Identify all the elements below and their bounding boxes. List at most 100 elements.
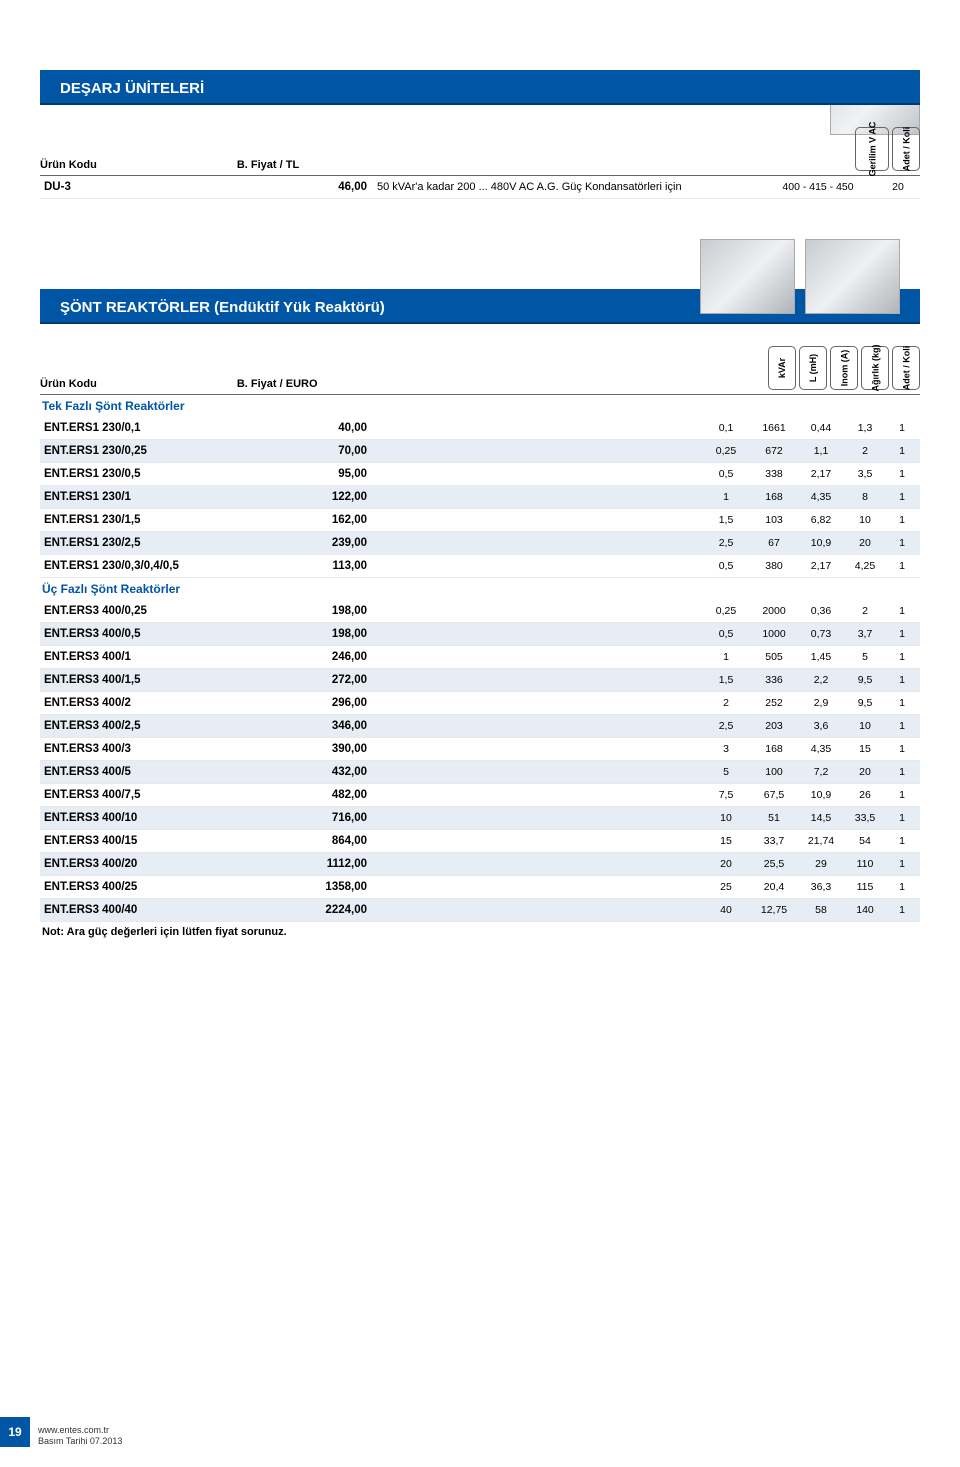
table-row: ENT.ERS1 230/0,3/0,4/0,5113,000,53802,17… (40, 555, 920, 578)
cell-price: 198,00 (267, 605, 377, 617)
table-header-desarj: Ürün Kodu B. Fiyat / TL Gerilim V AC Ade… (40, 105, 920, 176)
cell-adet: 1 (886, 674, 918, 686)
product-images-sont (700, 239, 900, 314)
cell-kvar: 0,25 (702, 605, 750, 617)
cell-kg: 15 (844, 743, 886, 755)
cell-kvar: 2 (702, 697, 750, 709)
cell-adet: 1 (886, 743, 918, 755)
cell-price: 113,00 (267, 560, 377, 572)
cell-adet: 1 (886, 789, 918, 801)
cell-i: 0,36 (798, 605, 844, 617)
table-row: ENT.ERS3 400/251358,002520,436,31151 (40, 876, 920, 899)
cell-price: 346,00 (267, 720, 377, 732)
cell-adet: 1 (886, 605, 918, 617)
cell-code: ENT.ERS3 400/7,5 (42, 789, 267, 801)
cell-kvar: 1 (702, 651, 750, 663)
cell-price: 40,00 (267, 422, 377, 434)
cell-kg: 8 (844, 491, 886, 503)
cell-voltage: 400 - 415 - 450 (758, 181, 878, 193)
cell-i: 14,5 (798, 812, 844, 824)
cell-kvar: 2,5 (702, 720, 750, 732)
cell-l: 103 (750, 514, 798, 526)
cell-l: 1000 (750, 628, 798, 640)
table-row: ENT.ERS3 400/1,5272,001,53362,29,51 (40, 669, 920, 692)
cell-adet: 20 (878, 181, 918, 193)
cell-kg: 5 (844, 651, 886, 663)
cell-l: 336 (750, 674, 798, 686)
cell-adet: 1 (886, 422, 918, 434)
cell-kvar: 1,5 (702, 674, 750, 686)
cell-adet: 1 (886, 720, 918, 732)
cell-adet: 1 (886, 560, 918, 572)
cell-code: ENT.ERS1 230/0,1 (42, 422, 267, 434)
cell-l: 252 (750, 697, 798, 709)
table-row: ENT.ERS1 230/1122,0011684,3581 (40, 486, 920, 509)
cell-code: ENT.ERS3 400/0,25 (42, 605, 267, 617)
cell-code: DU-3 (42, 181, 267, 193)
cell-price: 296,00 (267, 697, 377, 709)
cell-kg: 10 (844, 514, 886, 526)
cell-kg: 4,25 (844, 560, 886, 572)
cell-price: 864,00 (267, 835, 377, 847)
cell-code: ENT.ERS3 400/10 (42, 812, 267, 824)
table-row: ENT.ERS1 230/1,5162,001,51036,82101 (40, 509, 920, 532)
cell-i: 2,17 (798, 560, 844, 572)
cell-kvar: 1,5 (702, 514, 750, 526)
col-fiyat: B. Fiyat / TL (237, 159, 299, 171)
cell-kg: 20 (844, 537, 886, 549)
cell-l: 168 (750, 491, 798, 503)
left-labels: Ürün Kodu B. Fiyat / TL (40, 159, 299, 171)
cell-price: 272,00 (267, 674, 377, 686)
cell-i: 6,82 (798, 514, 844, 526)
cell-l: 20,4 (750, 881, 798, 893)
subsection-uc: Üç Fazlı Şönt Reaktörler (40, 578, 920, 600)
product-image-1 (700, 239, 795, 314)
cell-l: 67,5 (750, 789, 798, 801)
table-row: ENT.ERS3 400/3390,0031684,35151 (40, 738, 920, 761)
table-row: ENT.ERS3 400/0,25198,000,2520000,3621 (40, 600, 920, 623)
cell-kvar: 0,5 (702, 560, 750, 572)
cell-kg: 26 (844, 789, 886, 801)
cell-kvar: 7,5 (702, 789, 750, 801)
cell-adet: 1 (886, 812, 918, 824)
cell-kg: 3,7 (844, 628, 886, 640)
footer-info: www.entes.com.tr Basım Tarihi 07.2013 (38, 1425, 122, 1447)
col-urun-kodu: Ürün Kodu (40, 159, 97, 171)
cell-i: 0,44 (798, 422, 844, 434)
cell-kg: 54 (844, 835, 886, 847)
cell-price: 716,00 (267, 812, 377, 824)
section-title: ŞÖNT REAKTÖRLER (Endüktif Yük Reaktörü) (60, 299, 385, 316)
table-row: ENT.ERS3 400/402224,004012,75581401 (40, 899, 920, 922)
section-header-desarj: DEŞARJ ÜNİTELERİ (40, 70, 920, 105)
cell-price: 122,00 (267, 491, 377, 503)
cell-code: ENT.ERS1 230/0,5 (42, 468, 267, 480)
cell-price: 2224,00 (267, 904, 377, 916)
badge-adet: Adet / Koli (892, 346, 920, 390)
cell-code: ENT.ERS3 400/1,5 (42, 674, 267, 686)
cell-code: ENT.ERS3 400/20 (42, 858, 267, 870)
cell-kg: 3,5 (844, 468, 886, 480)
cell-l: 51 (750, 812, 798, 824)
cell-code: ENT.ERS3 400/3 (42, 743, 267, 755)
cell-price: 239,00 (267, 537, 377, 549)
cell-adet: 1 (886, 514, 918, 526)
table-row: ENT.ERS3 400/2296,0022522,99,51 (40, 692, 920, 715)
cell-code: ENT.ERS3 400/1 (42, 651, 267, 663)
cell-i: 21,74 (798, 835, 844, 847)
cell-adet: 1 (886, 835, 918, 847)
page-number: 19 (0, 1417, 30, 1447)
cell-kvar: 10 (702, 812, 750, 824)
cell-kg: 10 (844, 720, 886, 732)
cell-adet: 1 (886, 537, 918, 549)
cell-i: 58 (798, 904, 844, 916)
cell-l: 505 (750, 651, 798, 663)
cell-i: 7,2 (798, 766, 844, 778)
cell-l: 338 (750, 468, 798, 480)
cell-l: 25,5 (750, 858, 798, 870)
cell-desc: 50 kVAr'a kadar 200 ... 480V AC A.G. Güç… (377, 181, 758, 193)
table-desarj: DU-3 46,00 50 kVAr'a kadar 200 ... 480V … (40, 176, 920, 199)
section-title: DEŞARJ ÜNİTELERİ (60, 80, 204, 97)
table-row: ENT.ERS1 230/2,5239,002,56710,9201 (40, 532, 920, 555)
cell-adet: 1 (886, 491, 918, 503)
table-tek-fazli: ENT.ERS1 230/0,140,000,116610,441,31ENT.… (40, 417, 920, 578)
